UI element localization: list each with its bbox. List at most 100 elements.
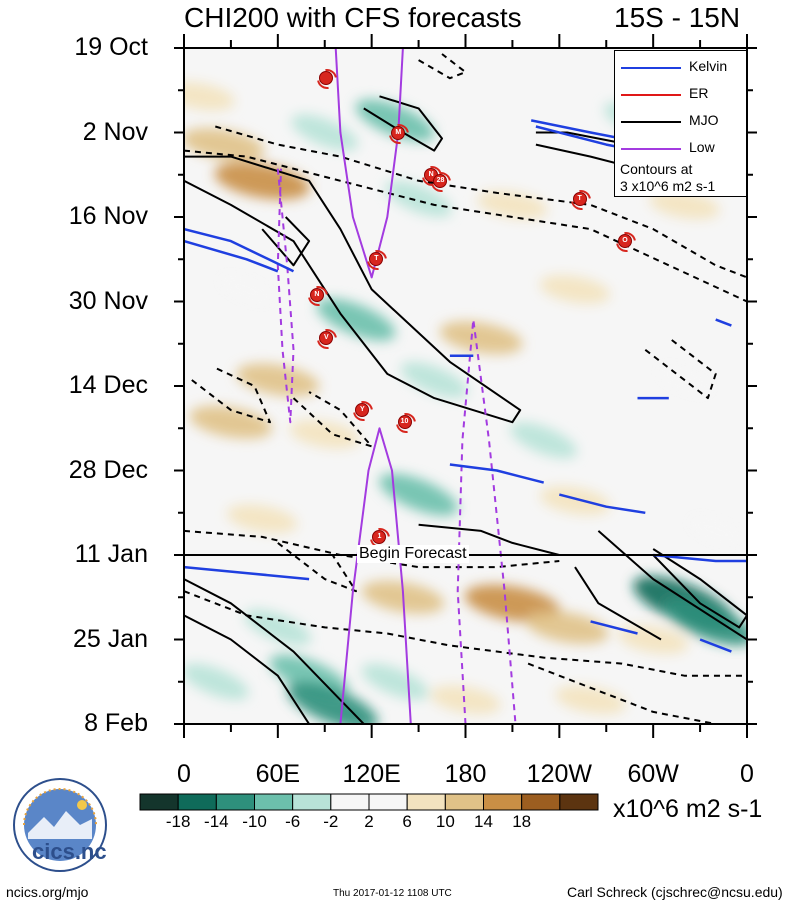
anomaly-blob: [539, 486, 611, 515]
legend-label-mjo: MJO: [689, 112, 719, 128]
anomaly-blob: [214, 162, 310, 200]
colorbar-label: 2: [364, 812, 374, 831]
anomaly-blob: [539, 275, 611, 304]
anomaly-blob: [189, 405, 273, 439]
y-tick-label: 14 Dec: [68, 371, 148, 399]
x-tick-label: 60W: [627, 760, 679, 788]
low-negative-contour: [276, 168, 295, 424]
anomaly-blob: [184, 663, 249, 700]
mjo-positive-contour: [597, 530, 747, 641]
y-tick-label: 2 Nov: [82, 117, 148, 146]
mjo-positive-contour: [184, 578, 365, 724]
anomaly-blob: [688, 515, 744, 546]
kelvin-contour: [653, 553, 747, 563]
colorbar-label: -14: [204, 812, 229, 831]
kelvin-contour: [184, 565, 310, 581]
cics-logo-text: cics.nc: [32, 839, 107, 864]
colorbar-swatch: [330, 793, 370, 811]
colorbar-swatch: [521, 793, 561, 811]
x-tick-label: 180: [444, 760, 487, 788]
y-tick-label: 25 Jan: [72, 624, 148, 653]
y-tick-label: 19 Oct: [74, 33, 148, 61]
mjo-negative-contour: [184, 149, 747, 303]
y-tick-label: 16 Nov: [68, 202, 148, 230]
legend-line-kelvin: [621, 67, 681, 69]
kelvin-contour: [590, 620, 638, 635]
colorbar-label: -2: [323, 812, 339, 831]
mjo-negative-contour: [215, 125, 747, 279]
colorbar-label: -10: [242, 812, 267, 831]
anomaly-blob: [439, 321, 523, 355]
anomaly-blob: [269, 654, 349, 697]
x-tick-label: 60E: [255, 760, 301, 788]
legend-label-er: ER: [689, 85, 709, 101]
anomaly-blob: [227, 504, 298, 534]
anomaly-blob: [219, 274, 274, 305]
kelvin-contour: [449, 463, 545, 484]
colorbar-swatch: [444, 793, 485, 811]
mjo-positive-contour: [418, 523, 560, 556]
kelvin-contour: [184, 239, 279, 273]
colorbar-label: 18: [512, 812, 532, 831]
colorbar-swatch: [406, 793, 446, 811]
anomaly-blob: [430, 685, 501, 715]
mjo-negative-contour: [418, 53, 467, 80]
colorbar-swatch: [559, 793, 599, 811]
mjo-negative-contour: [292, 391, 373, 448]
colorbar-label: -18: [165, 812, 191, 831]
anomaly-blob: [662, 597, 747, 646]
anomaly-blob: [355, 99, 435, 142]
footer-timestamp: Thu 2017-01-12 1108 UTC: [333, 888, 452, 899]
mjo-negative-contour: [644, 336, 717, 400]
colorbar-swatch: [368, 793, 408, 811]
storm-marker-icon: Y: [355, 403, 370, 418]
storm-marker-icon: O: [618, 234, 633, 249]
colorbar-swatch: [215, 793, 255, 811]
mjo-positive-contour: [184, 614, 310, 724]
legend-line-low: [621, 148, 681, 150]
x-tick-label: 0: [740, 760, 754, 788]
y-tick-label: 8 Feb: [84, 709, 148, 737]
legend-note-line2: 3 x10^6 m2 s-1: [620, 178, 716, 194]
anomaly-blob: [289, 420, 360, 449]
colorbar-units: x10^6 m2 s-1: [613, 795, 763, 823]
low-negative-contour: [456, 318, 517, 724]
kelvin-contour: [184, 227, 295, 273]
storm-marker-icon: T: [572, 191, 587, 206]
colorbar: [139, 793, 599, 811]
anomaly-blob: [379, 473, 458, 516]
colorbar-swatch: [292, 793, 332, 811]
y-tick-label: 11 Jan: [74, 540, 148, 568]
legend-label-low: Low: [689, 139, 715, 155]
storm-marker-icon: 28: [433, 173, 448, 188]
cics-logo-icon: [13, 778, 107, 872]
chart-region: 15S - 15N: [614, 2, 741, 33]
chart-title: CHI200 with CFS forecasts: [184, 2, 522, 33]
anomaly-blob: [287, 681, 378, 724]
colorbar-swatch: [177, 793, 217, 811]
anomaly-blob: [184, 128, 265, 162]
colorbar-swatch: [254, 793, 294, 811]
kelvin-contour: [715, 318, 732, 327]
mjo-negative-contour: [277, 542, 357, 593]
storm-marker-icon: [319, 71, 334, 86]
colorbar-swatch: [483, 793, 523, 811]
anomaly-blob: [400, 361, 468, 398]
mjo-negative-contour: [191, 366, 271, 424]
legend-note-line1: Contours at: [620, 161, 693, 177]
storm-marker-icon: M: [391, 125, 406, 140]
x-tick-label: 120W: [526, 760, 592, 788]
footer-author: Carl Schreck (cjschrec@ncsu.edu): [567, 884, 783, 900]
anomaly-blob: [649, 190, 720, 220]
x-tick-label: 120E: [342, 760, 401, 788]
legend-line-er: [621, 94, 681, 96]
begin-forecast-label: Begin Forecast: [357, 545, 469, 563]
colorbar-swatch: [139, 793, 179, 811]
footer-url[interactable]: ncics.org/mjo: [6, 884, 89, 900]
storm-marker-icon: V: [319, 330, 334, 345]
anomaly-blob: [555, 685, 626, 715]
mjo-negative-contour: [527, 662, 716, 724]
colorbar-label: 6: [402, 812, 412, 831]
storm-marker-icon: N: [309, 288, 324, 303]
kelvin-contour: [699, 638, 732, 653]
